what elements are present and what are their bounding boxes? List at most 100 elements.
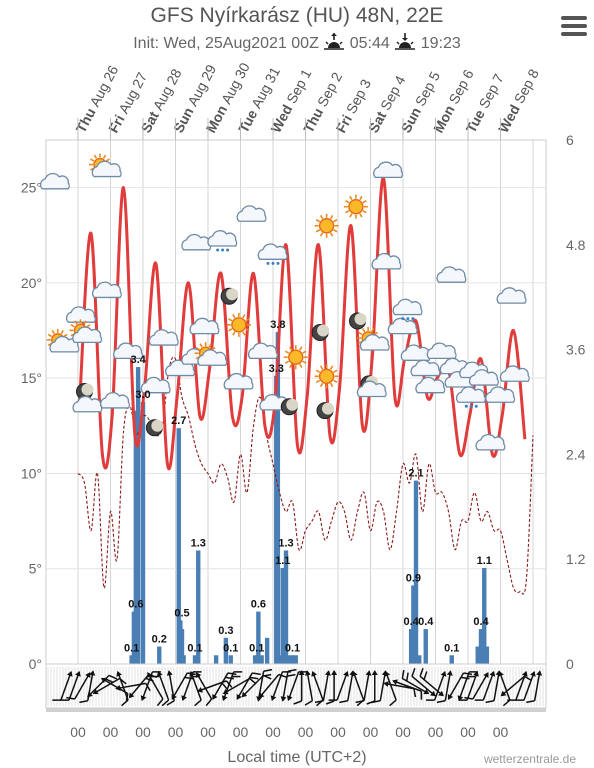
- cloud-shape: [100, 392, 131, 409]
- wind-barb-head: [258, 692, 265, 699]
- sun-ray: [284, 360, 290, 364]
- rain-drop: [469, 404, 473, 408]
- brand-label: wetterzentrale.de: [483, 752, 576, 766]
- wind-barb-staff: [157, 671, 170, 701]
- wind-barb-staff: [392, 680, 422, 692]
- cloud-shape: [148, 329, 179, 346]
- cloud-icon: [39, 172, 70, 190]
- wind-barb-flag: [156, 698, 164, 707]
- cloud-icon: [426, 342, 457, 360]
- wind-barb-head: [140, 695, 147, 702]
- wind-barb-staff: [444, 671, 452, 701]
- wind-barb-staff: [515, 671, 527, 701]
- precip-bar: [259, 655, 264, 664]
- wind-barb-flag: [304, 700, 313, 706]
- cloud-shape: [371, 252, 402, 270]
- hamburger-menu-icon[interactable]: [561, 16, 587, 38]
- wind-barb-head: [221, 695, 228, 702]
- cloud-shape: [223, 373, 254, 390]
- cloud-shape: [392, 298, 423, 316]
- wind-barb-flag: [413, 688, 417, 698]
- precip-bar: [213, 655, 219, 664]
- wind-barb-head: [197, 686, 203, 693]
- cloud-icon: [436, 266, 467, 283]
- sun-ray: [362, 209, 367, 214]
- precip-label: 2.1: [408, 468, 423, 480]
- cloud-icon: [140, 376, 171, 394]
- wind-barb-staff: [241, 674, 265, 698]
- wind-barb-flag: [205, 698, 213, 707]
- wind-barb: [507, 670, 528, 701]
- cloud-icon: [148, 329, 179, 346]
- sun-disc: [231, 317, 247, 333]
- wind-barb-head: [298, 670, 305, 675]
- wind-barb-head: [92, 688, 99, 695]
- cloud-shape: [247, 342, 278, 360]
- sunset-icon: [394, 33, 416, 51]
- cloud-shape: [373, 161, 404, 179]
- sun-cloud-icon: [69, 319, 103, 344]
- precip-label: 0.6: [251, 599, 266, 611]
- precip-label: 3.8: [270, 319, 285, 331]
- bottom-tick-labels: 00 00 00 00 00 00 00 00 00 00 00 00 00 00: [70, 724, 508, 740]
- bottom-tick-label: 00: [460, 724, 476, 740]
- bottom-tick-label: 00: [233, 724, 249, 740]
- page-title: GFS Nyírkarász (HU) 48N, 22E: [150, 4, 444, 27]
- wind-barb: [515, 670, 536, 701]
- moon-icon: [311, 323, 330, 341]
- sun-icon: [314, 213, 339, 238]
- bottom-tick-label: 00: [363, 724, 379, 740]
- wind-barb: [411, 668, 436, 697]
- y-left-tick-label: 20°: [21, 275, 42, 291]
- precip-bar: [287, 655, 292, 664]
- precip-bar: [133, 410, 139, 664]
- y-left-tick-label: 25°: [21, 180, 42, 196]
- sun-ray: [90, 158, 95, 162]
- bottom-tick-label: 00: [493, 724, 509, 740]
- sun-ray: [228, 318, 233, 322]
- wind-barb-head: [256, 696, 263, 702]
- wind-barb-staff: [385, 671, 397, 701]
- sun-ray: [199, 343, 203, 348]
- cloud-icon: [415, 376, 446, 394]
- wind-barb-staff: [212, 672, 229, 700]
- wind-barb-head: [440, 670, 447, 677]
- cloud-icon: [373, 161, 404, 179]
- wind-barb-head: [128, 692, 135, 699]
- wind-barb-head: [324, 670, 331, 676]
- cloud-icon: [371, 252, 402, 270]
- wind-barb: [236, 672, 261, 700]
- wind-barb-head: [473, 670, 479, 677]
- rain-drop: [221, 248, 225, 252]
- cloud-icon: [410, 359, 441, 377]
- wind-barb-flag: [225, 676, 234, 680]
- precip-bar: [129, 655, 134, 664]
- sun-ray: [93, 154, 98, 159]
- cloud-icon: [475, 433, 506, 451]
- wind-barb-flag: [298, 671, 308, 673]
- cloud-rain-icon: [257, 243, 288, 265]
- cloud-shape: [499, 365, 530, 382]
- wind-barb-head: [311, 670, 317, 677]
- dewpoint-path: [77, 356, 534, 595]
- wind-barb: [325, 670, 338, 705]
- sun-disc: [318, 368, 335, 384]
- sun-ray: [102, 154, 107, 159]
- sun-ray: [299, 363, 303, 369]
- wind-barb-staff: [322, 671, 330, 701]
- cloud-icon: [65, 306, 96, 323]
- sun-ray: [242, 331, 246, 336]
- cloud-icon: [100, 392, 131, 409]
- sun-ray: [329, 232, 334, 237]
- cloud-rain-icon: [455, 386, 486, 408]
- wind-barb-flag: [166, 700, 175, 706]
- precip-bar: [449, 655, 454, 664]
- wind-barb: [419, 668, 444, 697]
- sun-disc: [348, 198, 364, 215]
- wind-barb: [280, 668, 297, 702]
- wind-barb: [304, 670, 314, 706]
- precip-bar: [417, 655, 422, 664]
- sun-ray: [349, 195, 353, 201]
- rain-drop: [474, 404, 478, 408]
